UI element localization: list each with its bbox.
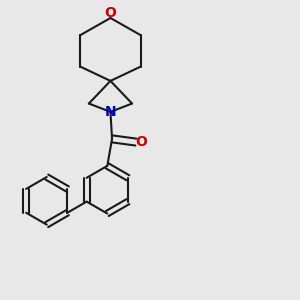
Text: O: O: [104, 6, 116, 20]
Text: O: O: [136, 135, 148, 149]
Text: N: N: [105, 105, 116, 119]
